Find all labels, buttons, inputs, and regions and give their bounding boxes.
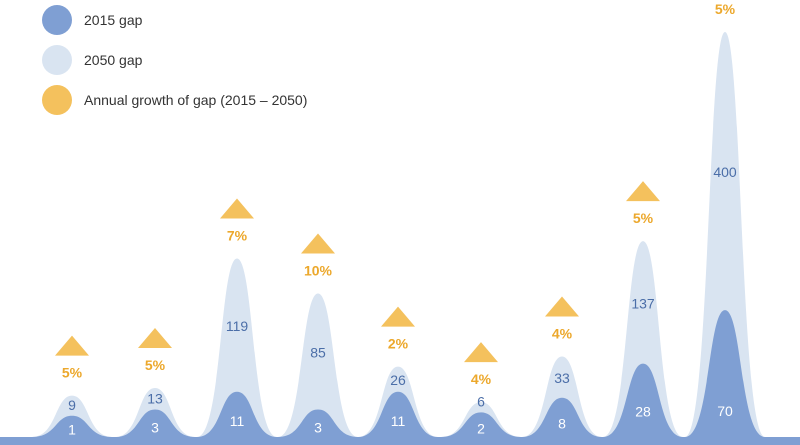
label-annual-growth: 2% bbox=[388, 336, 409, 352]
marker-annual-growth bbox=[626, 181, 660, 202]
label-annual-growth: 10% bbox=[304, 262, 333, 278]
label-annual-growth: 4% bbox=[552, 325, 573, 341]
legend-item-2050-gap: 2050 gap bbox=[42, 40, 307, 80]
label-annual-growth: 5% bbox=[715, 1, 736, 17]
label-annual-growth: 5% bbox=[62, 365, 83, 381]
label-2015-gap: 8 bbox=[558, 415, 566, 431]
label-2050-gap: 26 bbox=[390, 372, 406, 388]
label-2050-gap: 400 bbox=[713, 164, 737, 180]
label-annual-growth: 5% bbox=[633, 210, 654, 226]
label-2050-gap: 137 bbox=[631, 295, 655, 311]
legend-label-2050-gap: 2050 gap bbox=[84, 52, 143, 68]
legend-label-annual-growth: Annual growth of gap (2015 – 2050) bbox=[84, 92, 308, 108]
area-2015-gap bbox=[0, 310, 800, 445]
label-2050-gap: 119 bbox=[226, 318, 249, 334]
marker-annual-growth bbox=[55, 335, 89, 356]
label-annual-growth: 7% bbox=[227, 227, 248, 243]
label-2050-gap: 6 bbox=[477, 393, 485, 409]
marker-annual-growth bbox=[301, 233, 335, 254]
marker-annual-growth bbox=[138, 328, 172, 349]
label-annual-growth: 5% bbox=[145, 357, 166, 373]
label-2015-gap: 1 bbox=[68, 422, 76, 438]
marker-annual-growth bbox=[545, 296, 579, 317]
label-annual-growth: 4% bbox=[471, 371, 492, 387]
legend-swatch-annual-growth bbox=[42, 85, 72, 115]
legend-swatch-2015-gap bbox=[42, 5, 72, 35]
label-2015-gap: 70 bbox=[717, 403, 733, 419]
legend-item-annual-growth: Annual growth of gap (2015 – 2050) bbox=[42, 80, 307, 120]
legend-label-2015-gap: 2015 gap bbox=[84, 12, 143, 28]
label-2015-gap: 28 bbox=[635, 403, 651, 419]
label-2050-gap: 9 bbox=[68, 397, 76, 413]
label-2015-gap: 3 bbox=[151, 419, 159, 435]
legend-swatch-2050-gap bbox=[42, 45, 72, 75]
legend-item-2015-gap: 2015 gap bbox=[42, 0, 307, 40]
marker-annual-growth bbox=[464, 342, 498, 363]
label-2015-gap: 11 bbox=[230, 413, 245, 429]
label-2015-gap: 3 bbox=[314, 419, 322, 435]
marker-annual-growth bbox=[381, 306, 415, 327]
chart-legend: 2015 gap 2050 gap Annual growth of gap (… bbox=[42, 0, 307, 120]
label-2015-gap: 11 bbox=[391, 413, 406, 429]
label-2050-gap: 85 bbox=[310, 344, 326, 360]
label-2050-gap: 33 bbox=[554, 370, 570, 386]
marker-annual-growth bbox=[220, 198, 254, 219]
label-2050-gap: 13 bbox=[147, 391, 163, 407]
label-2015-gap: 2 bbox=[477, 420, 485, 436]
